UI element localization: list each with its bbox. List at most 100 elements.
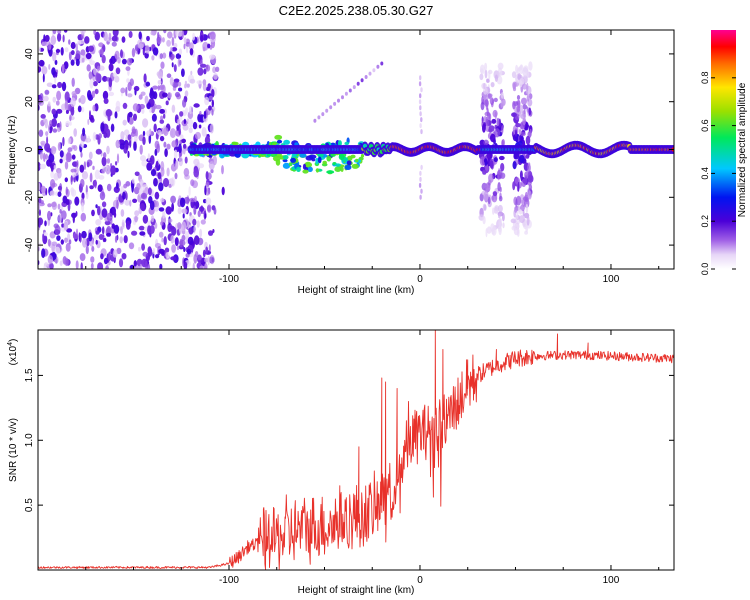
noise-blob bbox=[62, 34, 65, 43]
noise-blob bbox=[50, 171, 55, 179]
scint-blob bbox=[344, 164, 352, 170]
noise-blob bbox=[75, 50, 81, 60]
noise-blob bbox=[158, 182, 164, 192]
noise-blob bbox=[144, 260, 148, 269]
noise-blob bbox=[108, 32, 112, 41]
noise-blob bbox=[200, 63, 207, 68]
noise-blob bbox=[179, 197, 186, 208]
noise-blob bbox=[64, 92, 68, 102]
noise-blob bbox=[148, 134, 152, 144]
spike-blob bbox=[418, 99, 422, 105]
noise-blob bbox=[80, 151, 83, 158]
noise-blob bbox=[193, 225, 196, 234]
noise-blob bbox=[144, 44, 150, 54]
noise-blob bbox=[213, 73, 218, 80]
noise-blob bbox=[208, 105, 212, 111]
burst-blob bbox=[513, 227, 520, 236]
noise-blob bbox=[46, 82, 53, 88]
noise-blob bbox=[64, 47, 69, 53]
snr-scale-close: ) bbox=[8, 339, 19, 342]
burst-blob bbox=[500, 99, 504, 109]
noise-blob bbox=[178, 156, 183, 167]
noise-blob bbox=[81, 230, 87, 239]
noise-blob bbox=[211, 257, 214, 263]
noise-blob bbox=[193, 158, 200, 166]
noise-blob bbox=[95, 230, 100, 235]
noise-blob bbox=[150, 169, 157, 177]
noise-blob bbox=[70, 107, 75, 116]
noise-blob bbox=[115, 67, 121, 75]
burst-blob bbox=[500, 162, 505, 172]
streak-blob bbox=[352, 85, 356, 90]
scint-blob bbox=[315, 168, 319, 173]
noise-blob bbox=[192, 218, 197, 226]
noise-blob bbox=[212, 66, 217, 74]
noise-blob bbox=[147, 153, 151, 162]
noise-blob bbox=[158, 231, 164, 238]
noise-blob bbox=[39, 93, 44, 101]
snr-axes: -100 0 100 0.5 1.0 1.5 bbox=[24, 330, 674, 586]
noise-blob bbox=[155, 104, 162, 110]
noise-blob bbox=[70, 97, 76, 107]
noise-blob bbox=[66, 228, 73, 233]
noise-blob bbox=[60, 47, 64, 56]
noise-blob bbox=[94, 169, 100, 180]
noise-blob bbox=[80, 140, 85, 148]
noise-blob bbox=[134, 210, 140, 217]
spike-blob bbox=[419, 105, 422, 111]
noise-blob bbox=[59, 121, 62, 132]
noise-blob bbox=[39, 163, 47, 170]
noise-blob bbox=[188, 127, 193, 134]
noise-blob bbox=[151, 55, 155, 61]
noise-blob bbox=[111, 41, 117, 47]
streak-blob bbox=[344, 91, 348, 96]
noise-blob bbox=[38, 209, 42, 217]
noise-blob bbox=[74, 196, 80, 206]
burst-blob bbox=[488, 173, 494, 183]
noise-blob bbox=[149, 90, 156, 100]
noise-blob bbox=[133, 141, 137, 151]
burst-blob bbox=[500, 92, 504, 99]
noise-blob bbox=[103, 98, 109, 104]
noise-blob bbox=[160, 115, 164, 121]
noise-blob bbox=[63, 61, 69, 69]
burst-blob bbox=[499, 186, 502, 193]
noise-blob bbox=[98, 65, 105, 71]
burst-blob bbox=[512, 124, 519, 135]
burst-blob bbox=[514, 206, 518, 213]
snr-frame bbox=[37, 329, 675, 571]
noise-blob bbox=[93, 30, 97, 36]
noise-blob bbox=[88, 45, 94, 52]
noise-blob bbox=[53, 223, 59, 229]
noise-blob bbox=[122, 119, 127, 126]
noise-blob bbox=[114, 50, 120, 60]
streak-blob bbox=[360, 78, 364, 83]
noise-blob bbox=[174, 237, 179, 247]
noise-blob bbox=[154, 222, 158, 230]
noise-blob bbox=[163, 30, 167, 34]
burst-blob bbox=[501, 124, 504, 134]
noise-blob bbox=[44, 34, 50, 42]
streak-blob bbox=[341, 95, 344, 100]
noise-blob bbox=[199, 111, 202, 115]
noise-blob bbox=[70, 41, 76, 50]
noise-blob bbox=[193, 103, 200, 108]
noise-blob bbox=[61, 64, 65, 70]
noise-blob bbox=[125, 86, 128, 97]
noise-blob bbox=[147, 225, 152, 235]
noise-blob bbox=[194, 131, 201, 140]
noise-blob bbox=[145, 81, 151, 87]
noise-blob bbox=[123, 235, 128, 244]
noise-blob bbox=[100, 122, 105, 132]
noise-blob bbox=[62, 136, 65, 147]
colorbar-tick-label: 0.8 bbox=[700, 72, 710, 85]
noise-blob bbox=[142, 136, 146, 145]
noise-blob bbox=[38, 217, 41, 228]
noise-blob bbox=[179, 134, 184, 140]
noise-blob bbox=[189, 78, 196, 84]
noise-blob bbox=[126, 78, 130, 83]
noise-blob bbox=[142, 130, 146, 137]
noise-blob bbox=[65, 120, 70, 127]
noise-blob bbox=[183, 167, 190, 177]
burst-blob bbox=[480, 101, 485, 111]
